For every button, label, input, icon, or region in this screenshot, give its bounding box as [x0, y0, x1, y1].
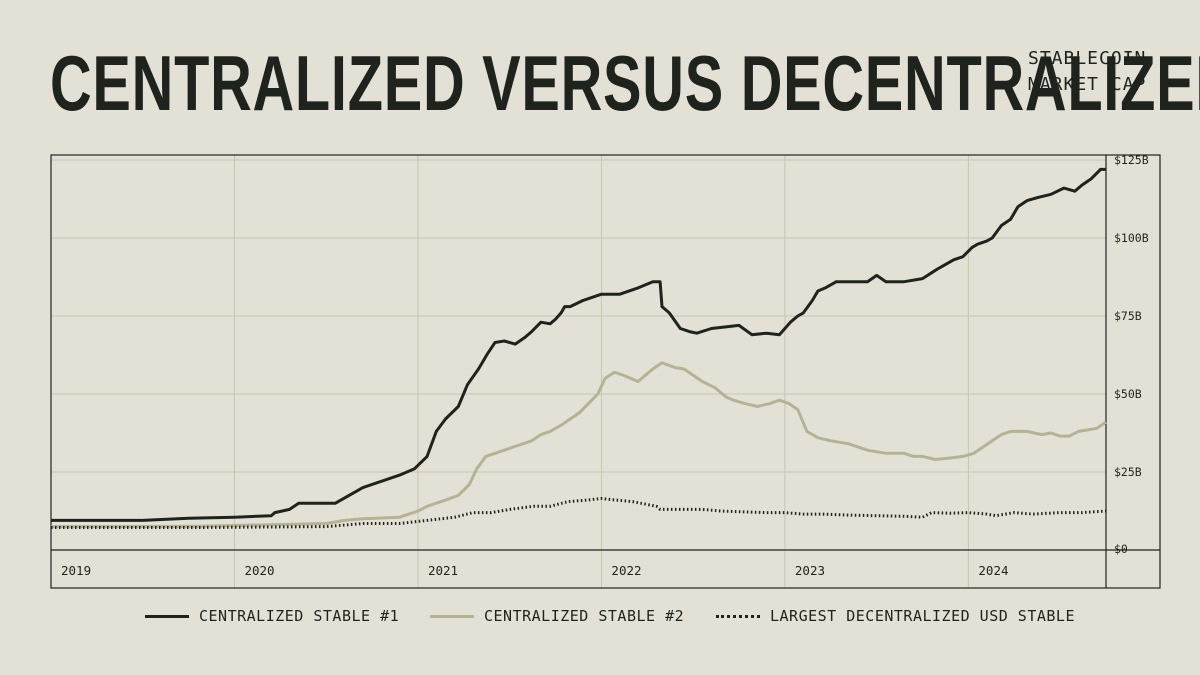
series-line-2 [50, 361, 1107, 529]
legend-item-series-3: LARGEST DECENTRALIZED USD STABLE [716, 607, 1075, 625]
subtitle-line-1: STABLECOIN [1028, 48, 1147, 69]
legend-item-series-2: CENTRALIZED STABLE #2 [430, 607, 684, 625]
page-title: CENTRALIZED VERSUS DECENTRALIZED [50, 39, 1200, 127]
x-tick-label-2021: 2021 [428, 563, 458, 578]
legend-label-series-2: CENTRALIZED STABLE #2 [484, 607, 685, 625]
y-tick-label-2: $50B [1114, 387, 1142, 401]
legend-swatch-series-1 [145, 614, 189, 618]
y-tick-label-5: $125B [1114, 153, 1149, 167]
x-tick-label-2024: 2024 [978, 563, 1008, 578]
y-tick-label-0: $0 [1114, 542, 1128, 556]
series-line-3 [51, 497, 1107, 529]
x-tick-label-2019: 2019 [61, 563, 91, 578]
x-tick-label-2020: 2020 [244, 563, 274, 578]
legend-item-series-1: CENTRALIZED STABLE #1 [145, 607, 399, 625]
y-tick-label-3: $75B [1114, 309, 1142, 323]
y-tick-label-1: $25B [1114, 465, 1142, 479]
x-tick-label-2022: 2022 [611, 563, 641, 578]
subtitle-line-2: MARKET CAP [1028, 74, 1147, 95]
legend-label-series-1: CENTRALIZED STABLE #1 [199, 607, 400, 625]
x-tick-label-2023: 2023 [795, 563, 825, 578]
y-tick-label-4: $100B [1114, 231, 1149, 245]
chart-frame [50, 154, 1161, 589]
legend-label-series-3: LARGEST DECENTRALIZED USD STABLE [770, 607, 1075, 625]
series-line-1 [51, 167, 1106, 522]
legend-swatch-series-3 [716, 614, 760, 618]
chart-legend: CENTRALIZED STABLE #1 CENTRALIZED STABLE… [0, 607, 1200, 637]
page-subtitle: STABLECOIN MARKET CAP [1028, 46, 1158, 98]
legend-swatch-series-2 [430, 614, 474, 618]
